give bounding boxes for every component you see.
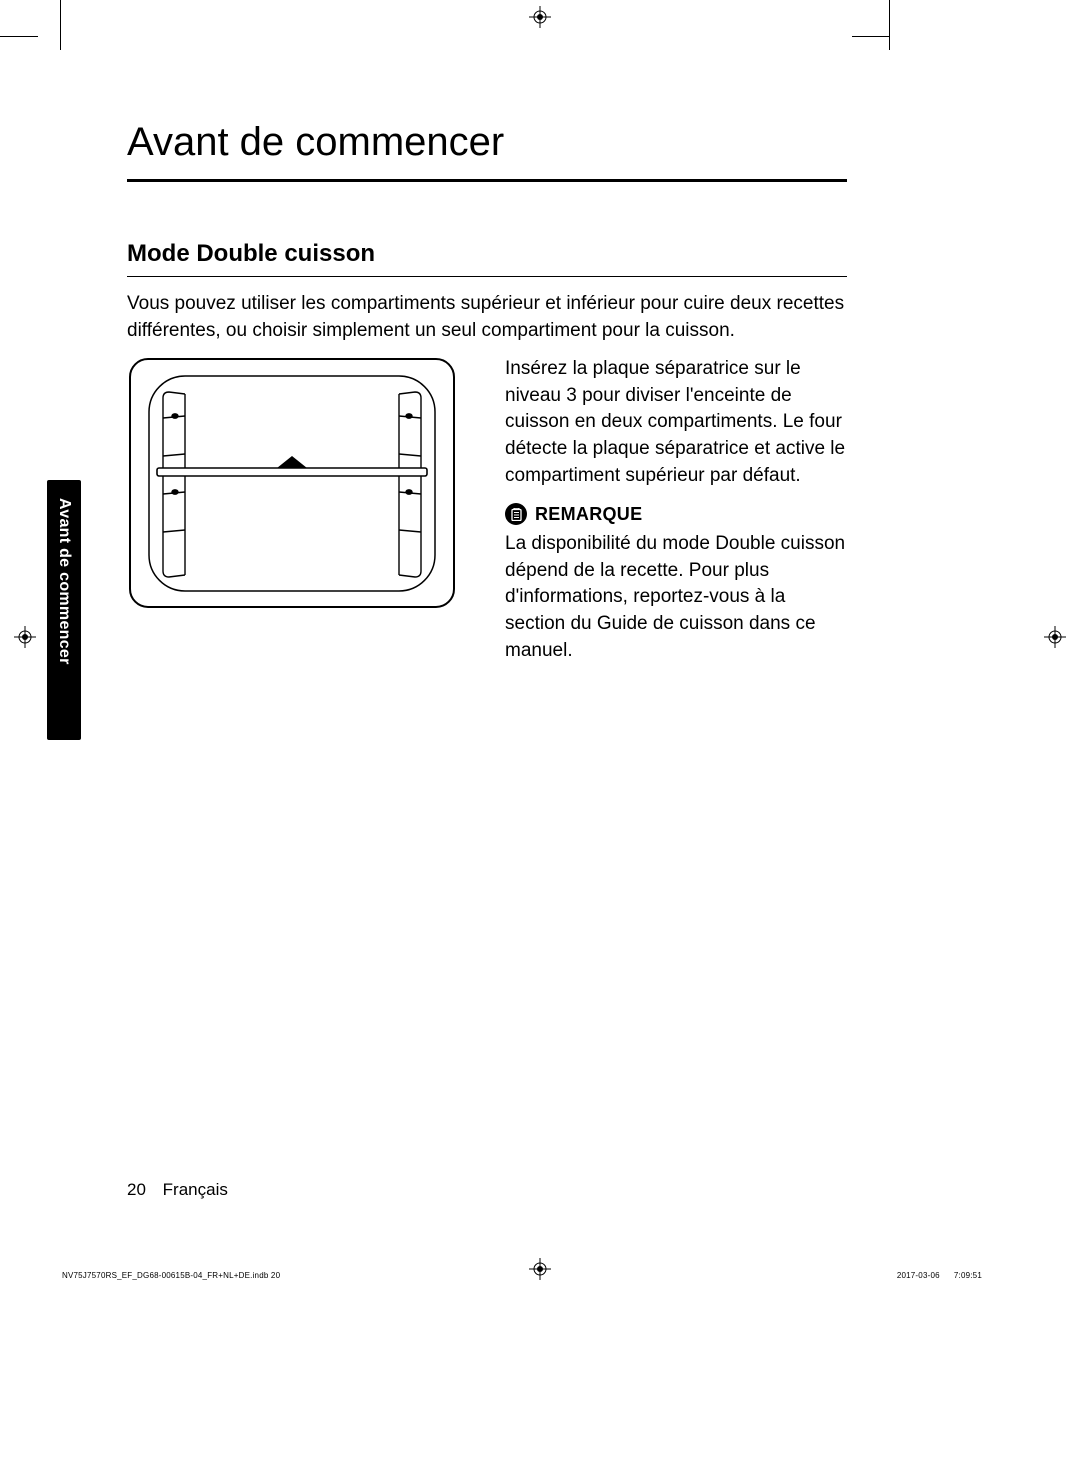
- manual-page: Avant de commencer Avant de commencer Mo…: [0, 0, 1080, 1476]
- registration-mark-icon: [529, 1258, 551, 1280]
- section: Mode Double cuisson Vous pouvez utiliser…: [127, 240, 847, 664]
- registration-mark-icon: [1044, 626, 1066, 648]
- note-label: REMARQUE: [535, 504, 642, 525]
- note-heading: REMARQUE: [505, 503, 847, 525]
- note-icon: [505, 503, 527, 525]
- crop-mark: [852, 36, 890, 37]
- registration-mark-icon: [529, 6, 551, 28]
- imprint-filename: NV75J7570RS_EF_DG68-00615B-04_FR+NL+DE.i…: [62, 1271, 280, 1280]
- page-number: 20: [127, 1180, 146, 1200]
- section-intro-text: Vous pouvez utiliser les compartiments s…: [127, 291, 847, 344]
- oven-diagram: [127, 356, 457, 611]
- section-title: Mode Double cuisson: [127, 240, 847, 277]
- section-side-tab: Avant de commencer: [47, 480, 81, 740]
- section-side-tab-label: Avant de commencer: [55, 498, 73, 665]
- crop-mark: [60, 0, 61, 50]
- crop-mark: [0, 36, 38, 37]
- registration-mark-icon: [14, 626, 36, 648]
- page-title: Avant de commencer: [127, 120, 847, 182]
- note-text: La disponibilité du mode Double cuisson …: [505, 531, 847, 664]
- page-footer: 20 Français: [127, 1180, 228, 1200]
- section-body-text: Insérez la plaque séparatrice sur le niv…: [505, 356, 847, 489]
- diagram-column: [127, 356, 457, 616]
- text-column: Insérez la plaque séparatrice sur le niv…: [505, 356, 847, 664]
- imprint-timestamp: 2017-03-06 7:09:51: [897, 1271, 982, 1280]
- page-language: Français: [163, 1180, 228, 1199]
- two-column-layout: Insérez la plaque séparatrice sur le niv…: [127, 356, 847, 664]
- crop-mark: [889, 0, 890, 50]
- page-content: Avant de commencer Mode Double cuisson V…: [127, 120, 847, 664]
